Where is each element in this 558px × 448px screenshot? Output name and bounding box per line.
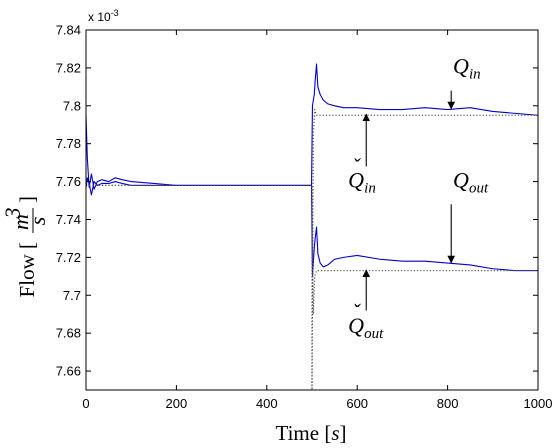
x-axis-title: Time [s] [275,421,346,445]
y-tick-label: 7.8 [63,98,81,113]
y-tick-label: 7.82 [56,60,81,75]
svg-text:Q: Q [453,167,469,192]
svg-text:in: in [469,67,481,83]
x-tick-label: 200 [166,396,188,411]
y-multiplier: x 10-3 [88,8,119,24]
svg-text:m: m [8,214,33,230]
y-axis-ticks: 7.66 7.68 7.7 7.72 7.74 7.76 7.78 7.8 7.82 7.84 [56,23,538,379]
flow-line-1 [86,63,538,190]
svg-text:out: out [364,326,384,342]
svg-text:]: ] [15,196,39,203]
svg-text:3: 3 [0,208,25,220]
svg-text:ˇ: ˇ [352,153,361,178]
series-layer [86,63,538,390]
svg-text:Q: Q [453,54,469,79]
svg-text:out: out [469,180,489,196]
x-tick-label: 400 [256,396,278,411]
x-axis-ticks: 0 200 400 600 800 1000 [82,30,552,411]
y-tick-label: 7.7 [63,288,81,303]
svg-text:in: in [364,180,376,196]
plot-frame [85,29,539,391]
y-tick-label: 7.76 [56,174,81,189]
y-tick-label: 7.74 [56,212,81,227]
svg-text:ˇ: ˇ [352,299,361,324]
svg-text:Q: Q [348,313,364,338]
y-tick-label: 7.68 [56,326,81,341]
y-axis-title: Flow [ m 3 s ] [0,196,50,297]
svg-text:Q: Q [348,167,364,192]
flow-line-2 [86,177,538,277]
svg-text:Flow [: Flow [ [15,242,39,297]
reference-line-3 [86,108,538,390]
y-tick-label: 7.78 [56,136,81,151]
x-tick-label: 600 [346,396,368,411]
y-tick-label: 7.66 [56,364,81,379]
x-tick-label: 1000 [524,396,553,411]
x-tick-label: 0 [82,396,89,411]
y-tick-label: 7.84 [56,23,81,38]
y-tick-label: 7.72 [56,250,81,265]
x-tick-label: 800 [437,396,459,411]
svg-text:s: s [25,217,50,226]
